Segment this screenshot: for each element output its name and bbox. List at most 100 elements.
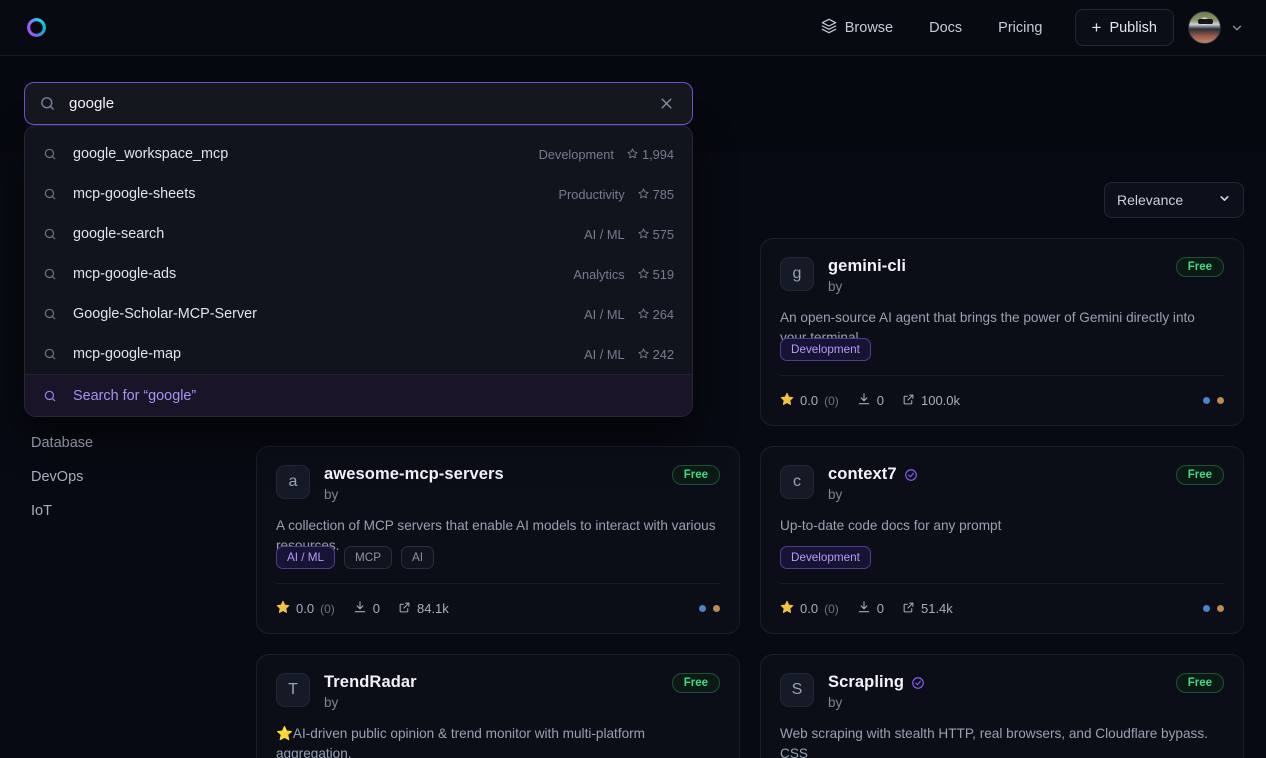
search-icon <box>43 147 57 161</box>
card-logo: a <box>276 465 310 499</box>
chevron-down-icon <box>1218 192 1231 208</box>
suggestion-meta: AI / ML 264 <box>584 307 674 322</box>
suggestion-stars: 575 <box>638 227 674 242</box>
sidebar-item-iot[interactable]: IoT <box>31 503 52 519</box>
card-source-dots <box>699 605 720 612</box>
search-input[interactable] <box>69 95 655 112</box>
source-dot-orange <box>713 605 720 612</box>
card-title-row: Scrapling <box>828 673 925 692</box>
suggestion-category: Analytics <box>573 266 625 282</box>
sort-select-value: Relevance <box>1117 192 1184 208</box>
server-card[interactable]: S Scrapling by Free Web scraping with st… <box>760 654 1244 758</box>
suggestion-meta: Analytics 519 <box>573 267 674 282</box>
star-icon <box>638 227 649 242</box>
search-suggestion-row[interactable]: google-search AI / ML 575 <box>25 214 692 254</box>
source-dot-blue <box>1203 605 1210 612</box>
card-description: Up-to-date code docs for any prompt <box>780 518 1002 533</box>
suggestion-name: mcp-google-sheets <box>73 186 196 202</box>
search-suggestion-row[interactable]: mcp-google-map AI / ML 242 <box>25 334 692 374</box>
card-views: 84.1k <box>398 601 449 617</box>
sidebar-item-devops[interactable]: DevOps <box>31 469 84 485</box>
top-header: Browse Docs Pricing + Publish <box>0 0 1266 56</box>
price-badge: Free <box>1175 257 1224 277</box>
external-link-icon <box>398 601 411 617</box>
search-box[interactable] <box>24 82 693 125</box>
star-icon <box>627 147 638 162</box>
card-downloads: 0 <box>857 392 884 409</box>
star-icon <box>276 600 290 617</box>
card-title: gemini-cli <box>828 257 907 275</box>
download-icon <box>857 392 871 409</box>
card-header: c context7 by <box>780 465 1224 502</box>
card-title: context7 <box>828 465 897 483</box>
search-icon <box>43 389 57 403</box>
search-suggestion-row[interactable]: mcp-google-ads Analytics 519 <box>25 254 692 294</box>
suggestion-stars: 1,994 <box>627 147 674 162</box>
card-view-count: 51.4k <box>920 601 953 616</box>
suggestion-meta: Development 1,994 <box>539 147 674 162</box>
source-dot-blue <box>699 605 706 612</box>
card-tag[interactable]: MCP <box>344 546 393 569</box>
nav-item-browse[interactable]: Browse <box>803 10 911 46</box>
suggestion-stars: 519 <box>638 267 674 282</box>
card-tag[interactable]: AI / ML <box>276 546 336 569</box>
card-author: by <box>324 487 339 502</box>
price-badge: Free <box>671 465 720 485</box>
suggestion-category: AI / ML <box>584 306 625 322</box>
server-card[interactable]: a awesome-mcp-servers by Free A collecti… <box>256 446 740 634</box>
card-review-count: (0) <box>824 601 839 616</box>
suggestion-name: mcp-google-map <box>73 346 181 362</box>
main-nav: Browse Docs Pricing + Publish <box>803 9 1244 46</box>
publish-button[interactable]: + Publish <box>1074 9 1174 46</box>
search-suggestion-row[interactable]: Google-Scholar-MCP-Server AI / ML 264 <box>25 294 692 334</box>
search-icon <box>43 307 57 321</box>
server-card[interactable]: g gemini-cli by Free An open-source AI a… <box>760 238 1244 426</box>
card-description: Web scraping with stealth HTTP, real bro… <box>780 726 1208 758</box>
card-rating-value: 0.0 <box>800 601 819 616</box>
avatar[interactable] <box>1188 11 1221 44</box>
star-icon <box>780 392 794 409</box>
card-footer: 0.0 (0) 0 51.4k <box>780 583 1224 633</box>
search-suggestion-row[interactable]: google_workspace_mcp Development 1,994 <box>25 134 692 174</box>
external-link-icon <box>902 393 915 409</box>
source-dot-orange <box>1217 605 1224 612</box>
card-tag[interactable]: AI <box>401 546 435 569</box>
server-card[interactable]: T TrendRadar by Free ⭐AI-driven public o… <box>256 654 740 758</box>
card-view-count: 100.0k <box>920 393 961 408</box>
sidebar-item-database[interactable]: Database <box>31 435 94 451</box>
nav-item-browse-label: Browse <box>844 19 894 36</box>
suggestion-name: Google-Scholar-MCP-Server <box>73 306 257 322</box>
card-author: by <box>324 695 339 710</box>
card-logo: g <box>780 257 814 291</box>
card-rating: 0.0 (0) <box>780 392 839 409</box>
ring-logo[interactable] <box>22 14 50 42</box>
suggestion-meta: AI / ML 575 <box>584 227 674 242</box>
account-chevron-down-icon[interactable] <box>1230 21 1244 35</box>
search-icon <box>43 187 57 201</box>
card-tag[interactable]: Development <box>780 338 871 361</box>
card-title-group: gemini-cli by <box>828 257 906 294</box>
search-icon <box>39 95 56 112</box>
server-card[interactable]: c context7 by Free Up-to-date code docs … <box>760 446 1244 634</box>
card-tag[interactable]: Development <box>780 546 871 569</box>
clear-search-icon[interactable] <box>655 92 678 115</box>
nav-item-pricing[interactable]: Pricing <box>980 12 1060 44</box>
star-icon <box>638 347 649 362</box>
card-downloads: 0 <box>353 600 380 617</box>
search-suggestion-row[interactable]: mcp-google-sheets Productivity 785 <box>25 174 692 214</box>
card-header: g gemini-cli by <box>780 257 1224 294</box>
card-tags: Development <box>780 546 871 569</box>
suggestion-star-count: 575 <box>652 226 674 242</box>
card-author: by <box>828 487 843 502</box>
card-title: TrendRadar <box>324 673 417 691</box>
suggestion-category: AI / ML <box>584 226 625 242</box>
suggestion-name: mcp-google-ads <box>73 266 177 282</box>
search-for-query-row[interactable]: Search for “google” <box>25 374 692 416</box>
nav-item-docs[interactable]: Docs <box>911 12 980 44</box>
price-badge: Free <box>1175 465 1224 485</box>
sort-select[interactable]: Relevance <box>1104 182 1244 218</box>
card-source-dots <box>1203 605 1224 612</box>
card-review-count: (0) <box>320 601 335 616</box>
server-card-grid: Free ne g gemini-cli by Free An open-sou… <box>256 238 1266 758</box>
card-footer: 0.0 (0) 0 84.1k <box>276 583 720 633</box>
